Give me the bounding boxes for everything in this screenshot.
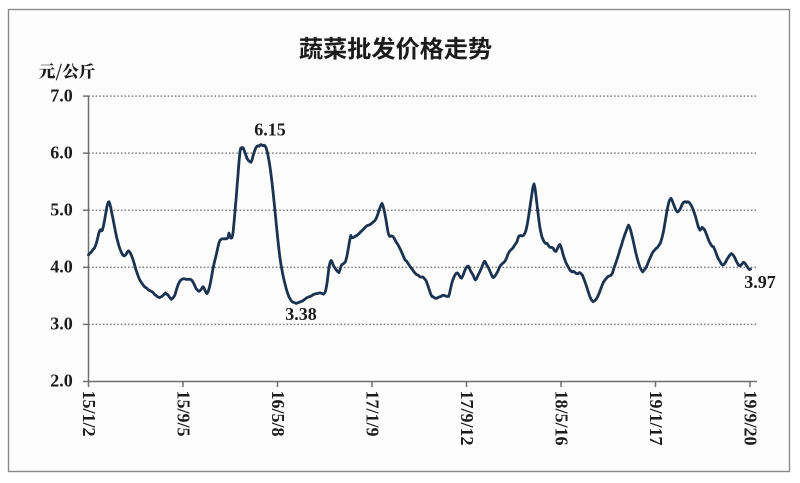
svg-text:18/5/16: 18/5/16	[551, 391, 571, 446]
svg-text:3.97: 3.97	[744, 272, 776, 292]
svg-text:17/9/12: 17/9/12	[457, 391, 477, 446]
svg-text:7.0: 7.0	[50, 85, 73, 105]
svg-text:2.0: 2.0	[50, 371, 73, 391]
svg-text:15/9/5: 15/9/5	[173, 391, 193, 437]
svg-text:4.0: 4.0	[50, 257, 73, 277]
svg-text:19/1/17: 19/1/17	[646, 391, 666, 446]
svg-text:19/9/20: 19/9/20	[740, 391, 760, 446]
svg-text:15/1/2: 15/1/2	[79, 391, 99, 437]
svg-text:3.38: 3.38	[285, 304, 317, 324]
svg-text:17/1/9: 17/1/9	[362, 391, 382, 437]
svg-text:3.0: 3.0	[50, 314, 73, 334]
svg-text:5.0: 5.0	[50, 200, 73, 220]
svg-text:6.15: 6.15	[254, 119, 286, 139]
svg-text:6.0: 6.0	[50, 142, 73, 162]
svg-text:16/5/8: 16/5/8	[268, 391, 288, 437]
